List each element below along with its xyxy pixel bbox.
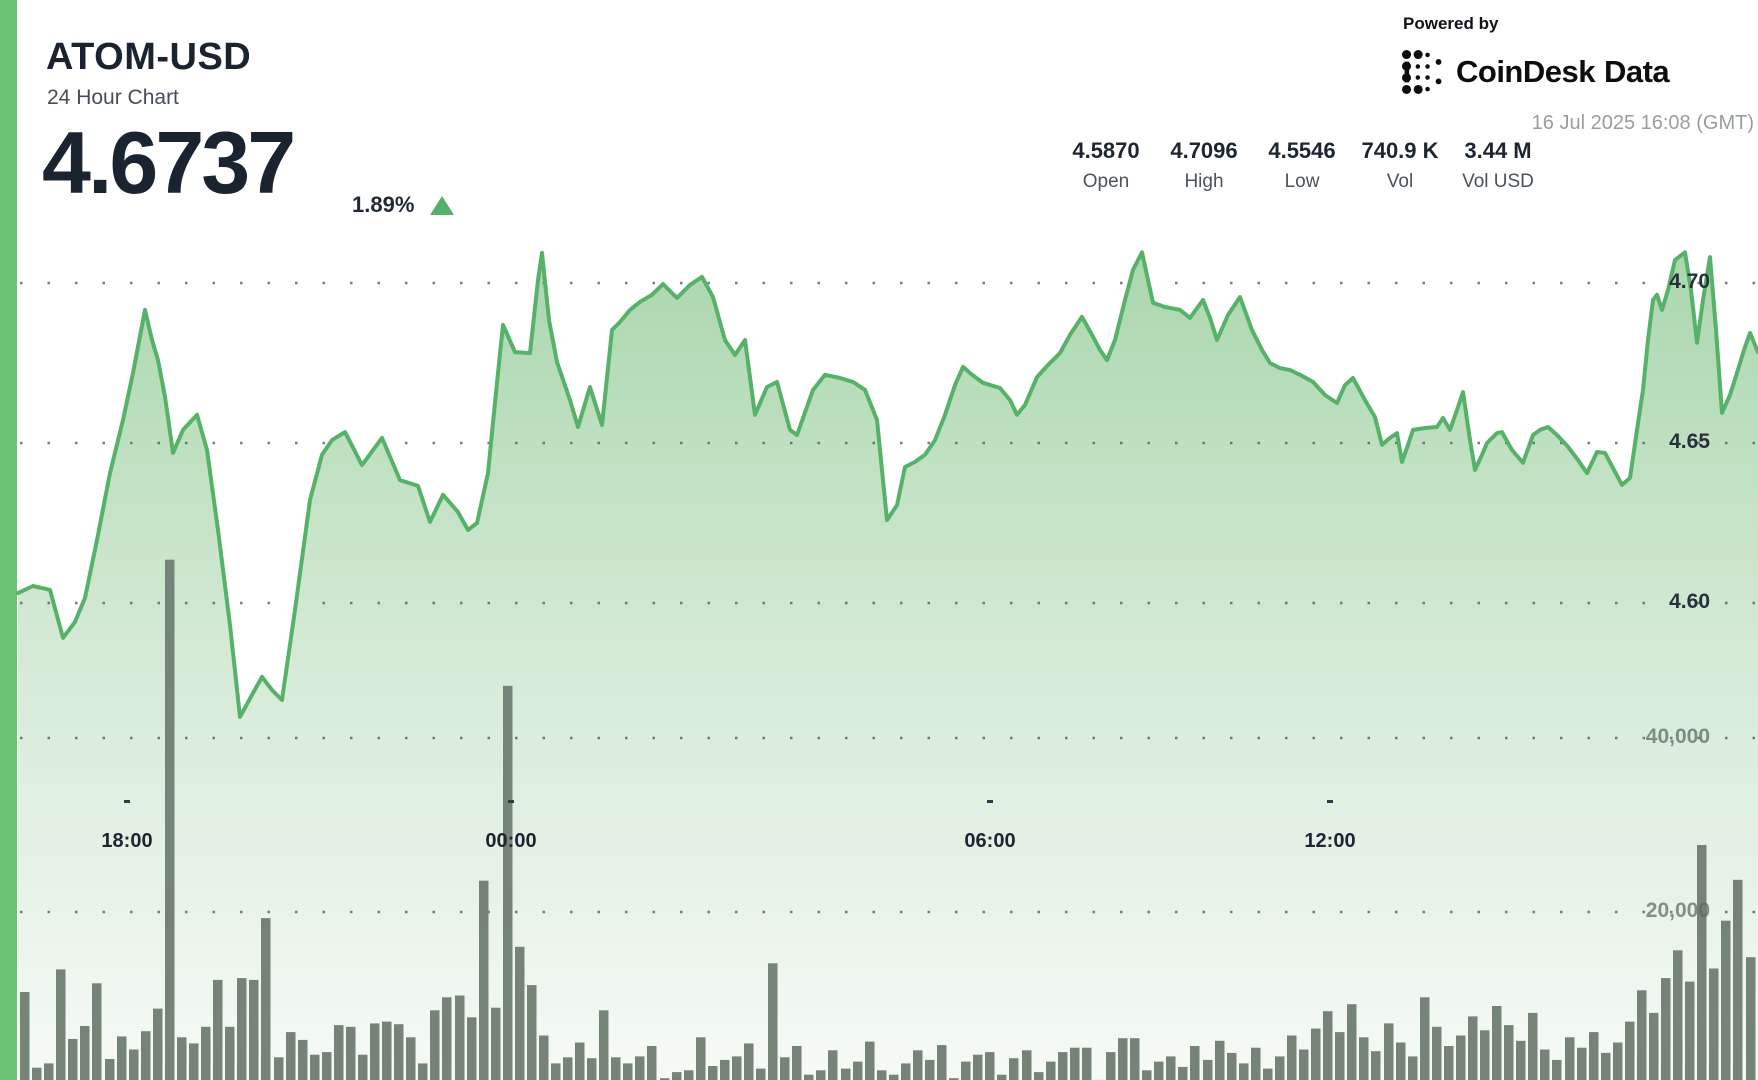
stat-volume: 740.9 K Vol: [1361, 138, 1439, 192]
up-arrow-icon: [430, 195, 455, 215]
stat-volume-usd: 3.44 M Vol USD: [1462, 138, 1534, 192]
coindesk-logo: CoinDesk Data: [1402, 50, 1670, 94]
change-percent: 1.89%: [352, 192, 415, 217]
left-accent-bar: [0, 0, 17, 1080]
powered-by-label: Powered by: [1403, 14, 1499, 33]
instrument-symbol: ATOM-USD: [46, 36, 252, 78]
coindesk-logo-icon: [1402, 50, 1442, 94]
stat-open: 4.5870 Open: [1072, 138, 1140, 192]
data-timestamp: 16 Jul 2025 16:08 (GMT): [1531, 112, 1754, 134]
price-change: 1.89%: [352, 192, 455, 218]
chart-range-subtitle: 24 Hour Chart: [47, 86, 179, 109]
last-price: 4.6737: [42, 113, 296, 212]
stat-low: 4.5546 Low: [1268, 138, 1336, 192]
ohlc-stats-row: 4.5870 Open 4.7096 High 4.5546 Low 740.9…: [1057, 138, 1547, 193]
stat-high: 4.7096 High: [1170, 138, 1238, 192]
coindesk-logo-text: CoinDesk Data: [1456, 54, 1670, 89]
